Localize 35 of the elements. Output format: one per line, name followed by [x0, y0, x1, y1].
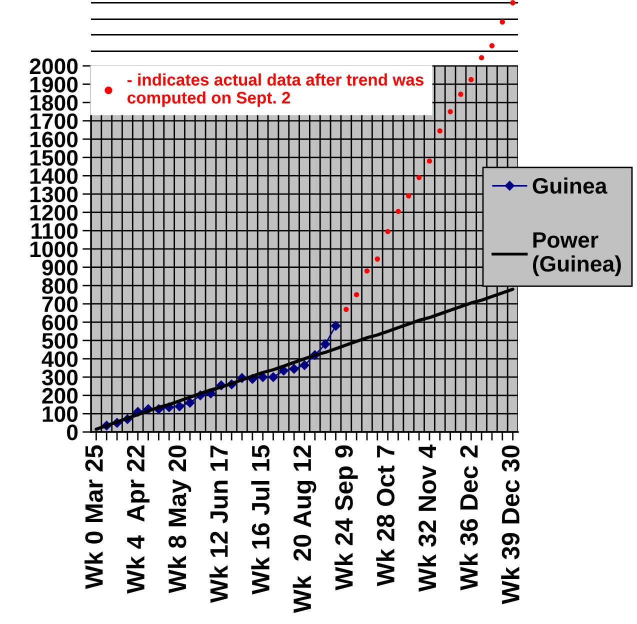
- y-tick-label: 1700: [30, 113, 78, 130]
- x-tick-label: Wk 28 Oct 7: [376, 446, 395, 586]
- y-tick-label: 1400: [30, 168, 78, 184]
- y-tick-label: 500: [42, 333, 78, 349]
- y-tick-label: 400: [42, 351, 78, 368]
- y-tick-label: 1900: [30, 76, 78, 92]
- x-tick-label: Wk 24 Sep 9: [334, 445, 358, 590]
- y-tick-label: 1300: [30, 186, 78, 202]
- legend-label: Guinea: [532, 177, 608, 194]
- y-tick-label: 1100: [32, 223, 78, 239]
- y-tick-label: 700: [42, 296, 78, 312]
- x-tick-label: Wk 0 Mar 25: [84, 445, 103, 589]
- y-tick-label: 0: [67, 424, 78, 440]
- y-tick-label: 100: [42, 406, 78, 422]
- x-tick-label: Wk 36 Dec 2: [459, 445, 478, 590]
- y-tick-label: 900: [42, 260, 78, 276]
- y-tick-label: 2000: [30, 58, 78, 74]
- x-tick-label: Wk 32 Nov 4: [418, 444, 436, 592]
- y-tick-label: 600: [42, 314, 78, 330]
- y-tick-label: 300: [42, 370, 78, 386]
- legend-label: Power (Guinea): [532, 232, 621, 276]
- y-tick-label: 800: [42, 278, 78, 294]
- y-tick-label: 1500: [30, 150, 78, 166]
- x-tick-label: Wk 4 Apr 22: [126, 445, 150, 594]
- y-tick-label: 200: [42, 388, 78, 404]
- y-tick-label: 1200: [30, 204, 78, 221]
- y-tick-label: 1600: [30, 132, 78, 148]
- x-tick-label: Wk 12 Jun 17: [210, 446, 228, 603]
- y-tick-label: 1000: [30, 241, 78, 258]
- x-tick-label: Wk 20 Aug 12: [292, 445, 316, 614]
- x-tick-label: Wk 39 Dec 30: [501, 446, 520, 604]
- x-tick-label: Wk 16 Jul 15: [251, 445, 270, 595]
- y-tick-label: 1800: [30, 95, 78, 111]
- legend-label: - indicates actual data after trend was computed on Sept. 2: [127, 73, 424, 107]
- x-tick-label: Wk 8 May 20: [168, 446, 192, 594]
